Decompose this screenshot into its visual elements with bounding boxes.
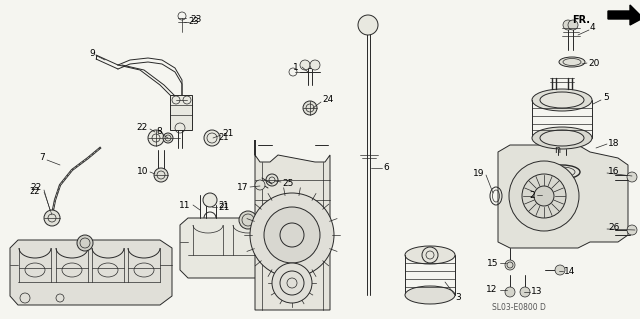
Circle shape bbox=[505, 260, 515, 270]
Text: 2: 2 bbox=[529, 190, 535, 199]
Text: 21: 21 bbox=[218, 133, 228, 143]
Text: 9: 9 bbox=[89, 48, 95, 57]
Circle shape bbox=[264, 207, 320, 263]
Text: 19: 19 bbox=[472, 168, 484, 177]
Circle shape bbox=[534, 186, 554, 206]
Text: 5: 5 bbox=[603, 93, 609, 102]
Text: 24: 24 bbox=[322, 95, 333, 105]
Text: 21: 21 bbox=[222, 129, 234, 137]
Polygon shape bbox=[255, 140, 330, 310]
Ellipse shape bbox=[405, 246, 455, 264]
Circle shape bbox=[509, 161, 579, 231]
Text: 26: 26 bbox=[608, 224, 620, 233]
Text: 6: 6 bbox=[383, 164, 388, 173]
Text: 3: 3 bbox=[455, 293, 461, 302]
Text: 8: 8 bbox=[156, 128, 162, 137]
Polygon shape bbox=[608, 5, 640, 25]
Circle shape bbox=[522, 174, 566, 218]
Text: 23: 23 bbox=[190, 16, 202, 25]
Polygon shape bbox=[10, 240, 172, 305]
Circle shape bbox=[520, 287, 530, 297]
Ellipse shape bbox=[540, 92, 584, 108]
Text: 17: 17 bbox=[237, 182, 248, 191]
Circle shape bbox=[568, 20, 578, 30]
Text: 21: 21 bbox=[218, 203, 229, 211]
FancyBboxPatch shape bbox=[170, 95, 192, 130]
Circle shape bbox=[163, 133, 173, 143]
Ellipse shape bbox=[405, 286, 455, 304]
Ellipse shape bbox=[559, 57, 585, 67]
Circle shape bbox=[303, 101, 317, 115]
Circle shape bbox=[563, 20, 573, 30]
Text: 14: 14 bbox=[564, 266, 575, 276]
Text: FR.: FR. bbox=[572, 15, 590, 25]
Circle shape bbox=[555, 265, 565, 275]
Circle shape bbox=[44, 210, 60, 226]
Text: 11: 11 bbox=[179, 201, 190, 210]
Text: 22: 22 bbox=[29, 188, 40, 197]
Text: 22: 22 bbox=[137, 122, 148, 131]
Polygon shape bbox=[180, 218, 320, 278]
Circle shape bbox=[255, 180, 265, 190]
Polygon shape bbox=[498, 145, 628, 248]
Text: 20: 20 bbox=[588, 58, 600, 68]
Text: 13: 13 bbox=[531, 287, 543, 296]
Text: 16: 16 bbox=[608, 167, 620, 176]
Ellipse shape bbox=[532, 127, 592, 149]
Text: 10: 10 bbox=[136, 167, 148, 175]
Circle shape bbox=[272, 263, 312, 303]
Circle shape bbox=[204, 130, 220, 146]
Text: 22: 22 bbox=[31, 183, 42, 192]
Ellipse shape bbox=[532, 89, 592, 111]
Circle shape bbox=[310, 60, 320, 70]
Text: 12: 12 bbox=[486, 286, 497, 294]
Circle shape bbox=[266, 174, 278, 186]
Text: 15: 15 bbox=[486, 258, 498, 268]
Text: 23: 23 bbox=[188, 18, 198, 26]
Circle shape bbox=[77, 235, 93, 251]
Circle shape bbox=[300, 60, 310, 70]
Ellipse shape bbox=[540, 130, 584, 146]
Text: SL03-E0800 D: SL03-E0800 D bbox=[492, 303, 546, 313]
Text: 7: 7 bbox=[39, 152, 45, 161]
Circle shape bbox=[358, 15, 378, 35]
Text: 21: 21 bbox=[218, 201, 228, 210]
Circle shape bbox=[148, 130, 164, 146]
Circle shape bbox=[505, 287, 515, 297]
Circle shape bbox=[154, 168, 168, 182]
Text: 1: 1 bbox=[293, 63, 299, 71]
Circle shape bbox=[203, 193, 217, 207]
Circle shape bbox=[627, 225, 637, 235]
Text: 18: 18 bbox=[608, 138, 620, 147]
Circle shape bbox=[627, 172, 637, 182]
Circle shape bbox=[239, 211, 257, 229]
Text: 4: 4 bbox=[590, 24, 596, 33]
Circle shape bbox=[250, 193, 334, 277]
Text: 25: 25 bbox=[282, 179, 293, 188]
Text: n: n bbox=[554, 145, 560, 155]
